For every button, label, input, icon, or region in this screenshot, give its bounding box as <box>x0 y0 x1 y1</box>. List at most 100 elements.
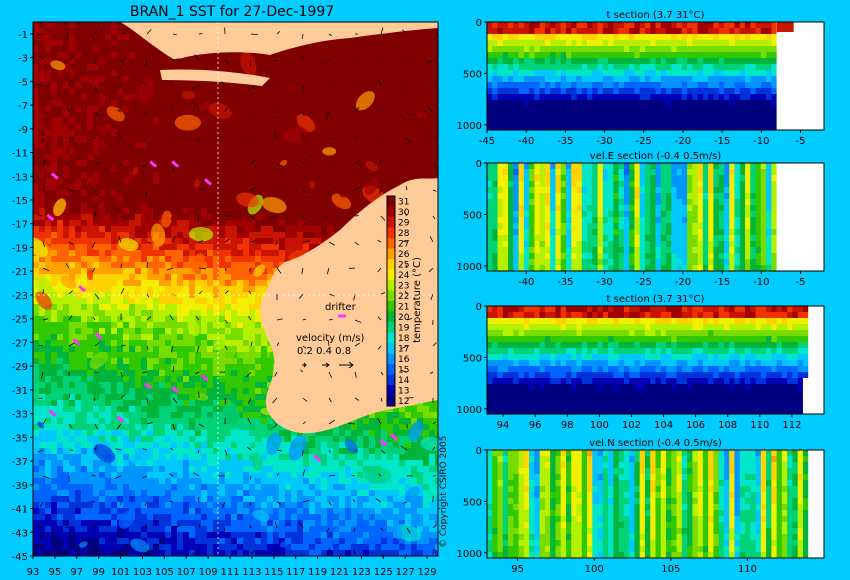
sst-cell <box>219 322 226 329</box>
sst-cell <box>207 250 214 257</box>
sst-cell <box>315 436 322 443</box>
sst-cell <box>75 400 82 407</box>
sst-cell <box>81 136 88 143</box>
sst-cell <box>405 136 412 143</box>
sst-cell <box>261 358 268 365</box>
sst-cell <box>51 100 58 107</box>
sst-cell <box>177 346 184 353</box>
sst-cell <box>117 64 124 71</box>
sst-cell <box>69 208 76 215</box>
sst-cell <box>261 88 268 95</box>
sst-cell <box>201 448 208 455</box>
sst-cell <box>345 100 352 107</box>
sst-cell <box>393 52 400 59</box>
sst-cell <box>123 400 130 407</box>
sst-cell <box>333 100 340 107</box>
sst-cell <box>231 202 238 209</box>
sst-cell <box>237 370 244 377</box>
sst-cell <box>105 346 112 353</box>
sst-cell <box>111 244 118 251</box>
sst-cell <box>57 286 64 293</box>
sst-cell <box>39 412 46 419</box>
sst-cell <box>99 172 106 179</box>
sst-cell <box>321 436 328 443</box>
sst-cell <box>381 58 388 65</box>
sst-cell <box>135 40 142 47</box>
sst-cell <box>189 148 196 155</box>
sst-cell <box>231 154 238 161</box>
sst-cell <box>87 142 94 149</box>
sst-cell <box>333 118 340 125</box>
sst-cell <box>405 88 412 95</box>
sst-cell <box>189 130 196 137</box>
sst-cell <box>63 82 70 89</box>
sst-cell <box>261 220 268 227</box>
sst-cell <box>207 310 214 317</box>
sst-cell <box>141 70 148 77</box>
sst-cell <box>375 52 382 59</box>
sst-cell <box>93 406 100 413</box>
sst-cell <box>261 112 268 119</box>
sst-cell <box>273 118 280 125</box>
sst-cell <box>243 406 250 413</box>
sst-cell <box>201 190 208 197</box>
sst-cell <box>141 106 148 113</box>
sst-cell <box>405 82 412 89</box>
sst-cell <box>159 178 166 185</box>
sst-cell <box>81 244 88 251</box>
sst-cell <box>129 196 136 203</box>
sst-cell <box>273 52 280 59</box>
sst-cell <box>39 208 46 215</box>
sst-cell <box>159 268 166 275</box>
sst-cell <box>141 142 148 149</box>
sst-cell <box>297 190 304 197</box>
sst-cell <box>51 124 58 131</box>
sst-cell <box>69 358 76 365</box>
sst-cell <box>315 202 322 209</box>
sst-cell <box>231 382 238 389</box>
sst-cell <box>33 196 40 203</box>
sst-cell <box>93 34 100 41</box>
sst-cell <box>153 274 160 281</box>
sst-cell <box>33 160 40 167</box>
sst-cell <box>207 214 214 221</box>
sst-cell <box>387 142 394 149</box>
sst-cell <box>237 316 244 323</box>
sst-cell <box>333 76 340 83</box>
sst-cell <box>327 136 334 143</box>
sst-cell <box>303 244 310 251</box>
sst-cell <box>345 106 352 113</box>
sst-cell <box>381 82 388 89</box>
sst-cell <box>63 100 70 107</box>
sst-cell <box>165 274 172 281</box>
sst-cell <box>159 370 166 377</box>
sst-cell <box>75 268 82 275</box>
sst-cell <box>363 448 370 455</box>
sst-cell <box>417 412 424 419</box>
sst-cell <box>189 274 196 281</box>
sst-cell <box>69 304 76 311</box>
sst-cell <box>105 172 112 179</box>
sst-cell <box>417 76 424 83</box>
sst-cell <box>81 406 88 413</box>
sst-cell <box>291 148 298 155</box>
sst-cell <box>279 454 286 461</box>
sst-cell <box>129 256 136 263</box>
sst-cell <box>135 334 142 341</box>
sst-cell <box>375 106 382 113</box>
sst-cell <box>405 106 412 113</box>
sst-cell <box>99 118 106 125</box>
sst-cell <box>141 166 148 173</box>
sst-cell <box>159 202 166 209</box>
sst-cell <box>363 436 370 443</box>
sst-cell <box>345 46 352 53</box>
sst-cell <box>129 46 136 53</box>
sst-cell <box>87 256 94 263</box>
sst-cell <box>105 394 112 401</box>
sst-cell <box>429 406 436 413</box>
sst-cell <box>99 64 106 71</box>
sst-cell <box>147 100 154 107</box>
sst-cell <box>123 460 130 467</box>
sst-cell <box>93 112 100 119</box>
sst-cell <box>81 220 88 227</box>
